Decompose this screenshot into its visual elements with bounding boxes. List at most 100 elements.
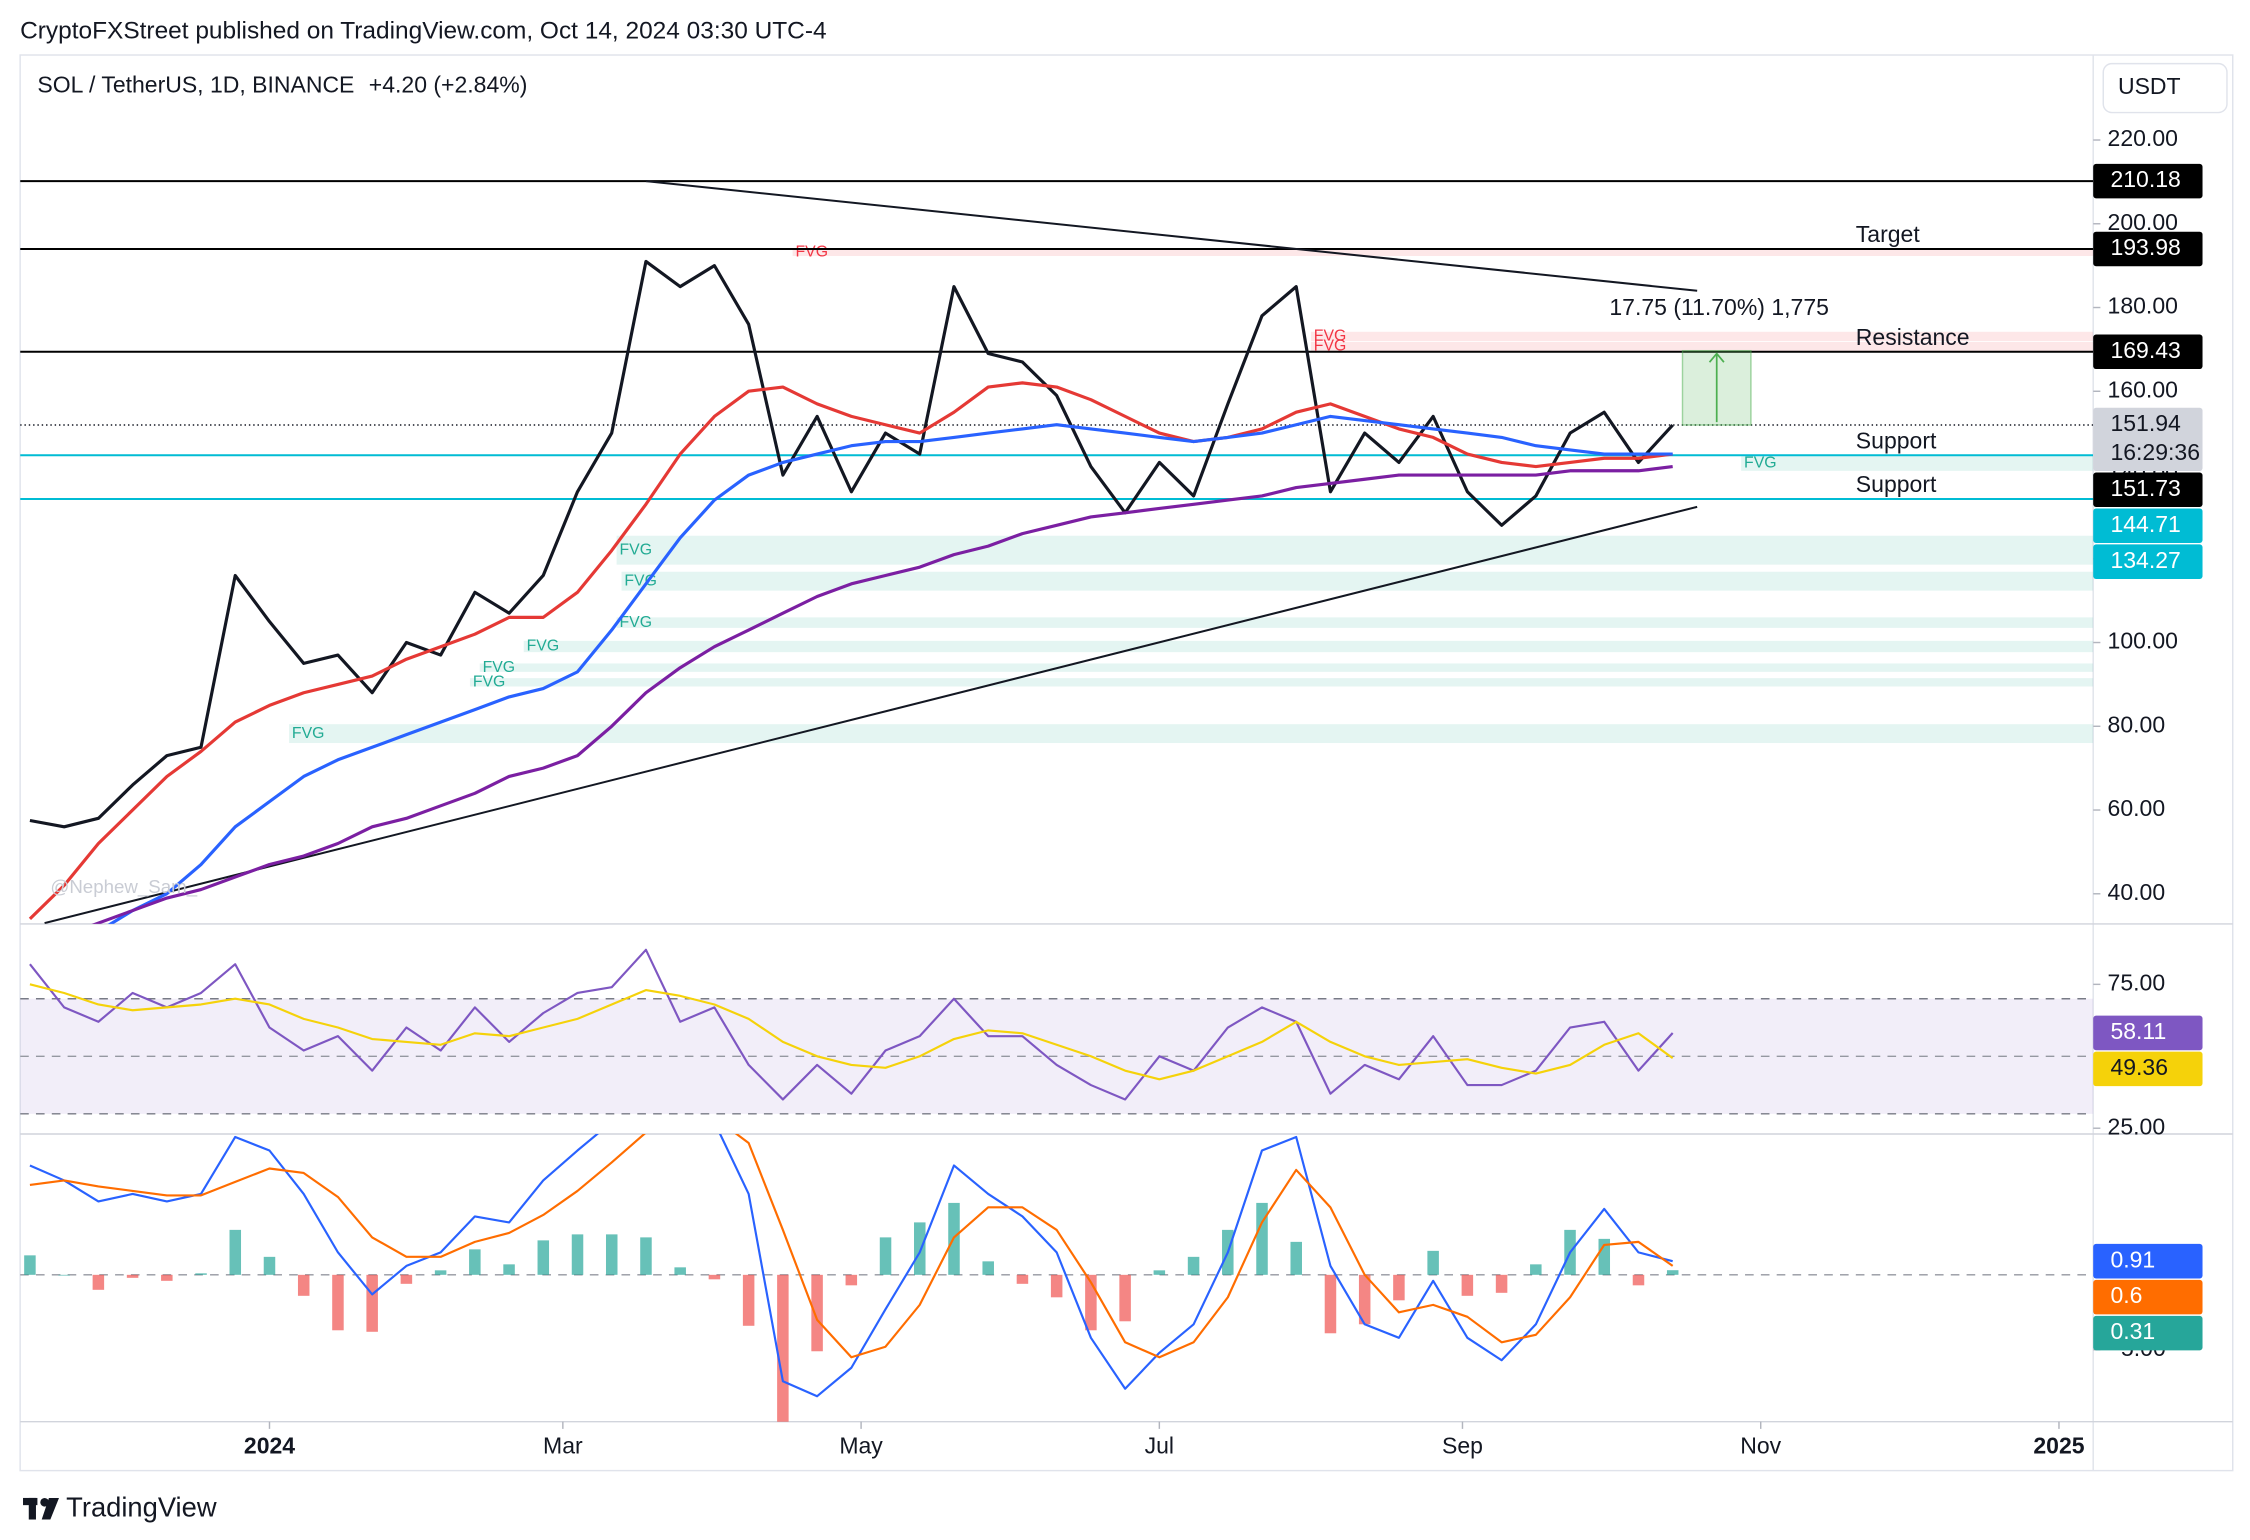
histogram-bar bbox=[400, 1274, 413, 1284]
histogram-bar bbox=[1085, 1274, 1097, 1331]
price-line bbox=[29, 259, 1674, 829]
histogram-bar bbox=[126, 1274, 139, 1278]
histogram-bar bbox=[161, 1274, 173, 1281]
fvg-zone bbox=[616, 617, 2094, 628]
histogram-bar bbox=[1358, 1274, 1371, 1325]
histogram-bar bbox=[845, 1274, 858, 1286]
pane-axis: 40.0060.0080.00100.00120.00140.00160.001… bbox=[2093, 125, 2203, 905]
histogram-bar bbox=[1153, 1270, 1166, 1275]
histogram-bar bbox=[1119, 1274, 1131, 1322]
indicator-line bbox=[91, 465, 1673, 924]
price-change: +4.20 (+2.84%) bbox=[369, 72, 528, 98]
fvg-zone bbox=[1310, 341, 2094, 352]
histogram-bar bbox=[742, 1274, 755, 1326]
level-name: Target bbox=[1856, 221, 1921, 247]
histogram-bar bbox=[571, 1234, 584, 1275]
pane: FVGFVGFVGFVGFVGFVGFVGFVGFVGFVGFVGTargetR… bbox=[20, 180, 2094, 924]
indicator-line bbox=[29, 1133, 1673, 1398]
price-label-box bbox=[2093, 1279, 2203, 1315]
fvg-zone bbox=[1741, 456, 2094, 471]
price-label: 151.94 bbox=[2110, 410, 2181, 436]
price-label: 151.73 bbox=[2110, 475, 2180, 501]
watermark: @Nephew_Sam_ bbox=[50, 876, 197, 898]
trendline bbox=[44, 505, 1698, 924]
indicator-line bbox=[28, 381, 1673, 921]
price-label-box bbox=[2093, 544, 2203, 579]
pane-axis: 75.00 25.00 58.11 49.36 bbox=[2093, 969, 2203, 1139]
histogram-bar bbox=[605, 1234, 618, 1275]
y-tick-label: 200.00 bbox=[2108, 209, 2178, 235]
fvg-zone bbox=[621, 571, 2094, 591]
indicator-line bbox=[107, 414, 1673, 924]
histogram-bar bbox=[24, 1255, 36, 1275]
x-tick-label: Nov bbox=[1740, 1433, 1781, 1459]
histogram-bar bbox=[1256, 1202, 1268, 1275]
fvg-label: FVG bbox=[620, 541, 653, 558]
price-label: 193.98 bbox=[2110, 234, 2180, 260]
fvg-zone bbox=[523, 640, 2094, 653]
histogram-bar bbox=[777, 1274, 789, 1422]
histogram-bar bbox=[879, 1237, 892, 1275]
level-name: Support bbox=[1856, 427, 1937, 453]
tradingview-logo bbox=[23, 1497, 59, 1520]
publisher-line: CryptoFXStreet published on TradingView.… bbox=[20, 17, 826, 44]
fvg-zone bbox=[616, 535, 2094, 565]
price-label: 58.11 bbox=[2110, 1018, 2166, 1044]
fvg-label: FVG bbox=[527, 638, 560, 655]
histogram-bar bbox=[297, 1274, 310, 1296]
y-tick-label: 160.00 bbox=[2108, 376, 2178, 402]
countdown-label: 16:29:36 bbox=[2110, 439, 2200, 465]
price-label: 0.31 bbox=[2110, 1318, 2155, 1344]
histogram-bar bbox=[469, 1249, 481, 1275]
price-label-box bbox=[2093, 1243, 2203, 1279]
chart-frame bbox=[19, 54, 2234, 1472]
fvg-label: FVG bbox=[1744, 455, 1777, 472]
trendline bbox=[645, 180, 1698, 292]
price-label-box bbox=[2093, 163, 2203, 199]
histogram-bar bbox=[195, 1273, 207, 1275]
fvg-label: FVG bbox=[624, 572, 657, 589]
price-label: 0.91 bbox=[2110, 1246, 2155, 1272]
price-label-box bbox=[2093, 1315, 2203, 1351]
fvg-zone bbox=[1310, 331, 2094, 342]
price-label: 0.6 bbox=[2110, 1282, 2142, 1308]
indicator-line bbox=[29, 948, 1674, 1101]
level-name: Resistance bbox=[1856, 324, 1970, 350]
histogram-bar bbox=[503, 1264, 515, 1275]
pane-axis: −5.002024MarMayJulSepNov20250.910.60.31 bbox=[244, 1243, 2203, 1459]
price-label: 49.36 bbox=[2110, 1054, 2168, 1080]
symbol: SOL / TetherUS, 1D, BINANCE bbox=[37, 72, 354, 98]
y-tick-label: 180.00 bbox=[2108, 293, 2178, 319]
y-tick-label: 80.00 bbox=[2108, 711, 2166, 737]
histogram-bar bbox=[1632, 1274, 1645, 1286]
fvg-label: FVG bbox=[473, 673, 506, 690]
pane bbox=[20, 948, 2094, 1115]
y-tick-label: 100.00 bbox=[2108, 628, 2178, 654]
fvg-label: FVG bbox=[483, 659, 516, 676]
x-tick-label: Sep bbox=[1442, 1433, 1483, 1459]
plot-layer: FVGFVGFVGFVGFVGFVGFVGFVGFVGFVGFVGTargetR… bbox=[20, 125, 2203, 1459]
currency-button[interactable] bbox=[2102, 62, 2228, 114]
histogram-bar bbox=[1598, 1238, 1611, 1275]
price-label-box bbox=[2093, 508, 2203, 543]
histogram-bar bbox=[811, 1274, 823, 1352]
currency-label[interactable]: USDT bbox=[2118, 73, 2181, 99]
histogram-bar bbox=[229, 1229, 242, 1275]
price-label: 134.27 bbox=[2110, 547, 2180, 573]
histogram-bar bbox=[1187, 1256, 1200, 1275]
measure-arrow bbox=[1708, 352, 1725, 423]
y-tick-label: 40.00 bbox=[2108, 879, 2166, 905]
price-label-box bbox=[2093, 1051, 2203, 1087]
brand-name: TradingView bbox=[66, 1492, 217, 1523]
fvg-zone bbox=[792, 248, 2094, 257]
histogram-bar bbox=[1016, 1274, 1029, 1284]
fvg-label: FVG bbox=[620, 614, 653, 631]
histogram-bar bbox=[1393, 1274, 1405, 1301]
histogram-bar bbox=[332, 1274, 344, 1331]
histogram-bar bbox=[1530, 1264, 1542, 1275]
histogram-bar bbox=[537, 1240, 550, 1275]
price-label: 144.71 bbox=[2110, 511, 2180, 537]
fvg-label: FVG bbox=[292, 725, 325, 742]
histogram-bar bbox=[1461, 1274, 1474, 1296]
